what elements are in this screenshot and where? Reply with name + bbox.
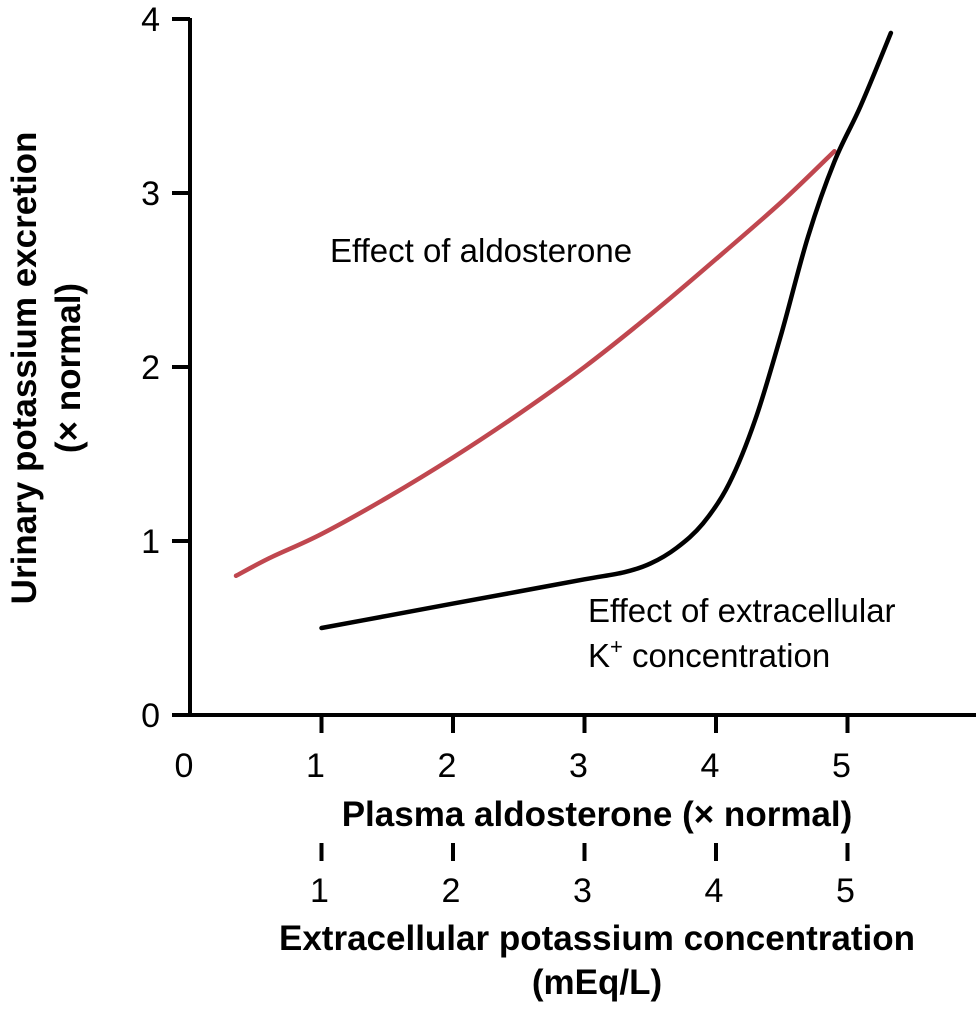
y-tick-label: 4 xyxy=(141,1,160,39)
secondary-x-axis-title-line1: Extracellular potassium concentration xyxy=(279,919,915,958)
x-tick-label: 3 xyxy=(569,747,588,785)
x-tick-label: 2 xyxy=(438,747,457,785)
y-axis-title-line1: Urinary potassium excretion xyxy=(5,132,44,605)
secondary-x-tick-label: 4 xyxy=(705,872,724,910)
x-tick-label: 0 xyxy=(175,747,194,785)
secondary-x-tick-label: 2 xyxy=(442,872,461,910)
annotation-potassium-line2: K+ concentration xyxy=(588,634,830,674)
y-tick-label: 1 xyxy=(141,523,160,561)
y-axis-title-line2: (× normal) xyxy=(49,283,88,453)
y-tick-label: 3 xyxy=(141,175,160,213)
annotation-potassium-line1: Effect of extracellular xyxy=(588,592,896,629)
annotation-potassium-rest: concentration xyxy=(623,637,830,674)
series-line-potassium xyxy=(319,30,894,631)
annotation-aldosterone: Effect of aldosterone xyxy=(330,232,632,269)
x-ticks: 0 1 2 3 4 5 xyxy=(175,715,851,785)
x-tick-label: 4 xyxy=(701,747,720,785)
secondary-x-axis-title-line2: (mEq/L) xyxy=(532,963,662,1002)
annotation-potassium-k: K xyxy=(588,637,610,674)
secondary-x-ticks: 1 2 3 4 5 xyxy=(310,843,855,910)
y-tick-label: 2 xyxy=(141,349,160,387)
secondary-x-tick-label: 1 xyxy=(310,872,329,910)
y-ticks: 0 1 2 3 4 xyxy=(141,1,190,735)
secondary-x-tick-label: 3 xyxy=(573,872,592,910)
x-tick-label: 1 xyxy=(306,747,325,785)
series-line-aldosterone xyxy=(233,148,837,579)
annotation-potassium-sup: + xyxy=(610,634,623,659)
x-tick-label: 5 xyxy=(832,747,851,785)
secondary-x-tick-label: 5 xyxy=(836,872,855,910)
x-axis-title: Plasma aldosterone (× normal) xyxy=(342,795,853,834)
y-tick-label: 0 xyxy=(141,697,160,735)
series-group xyxy=(233,30,894,631)
